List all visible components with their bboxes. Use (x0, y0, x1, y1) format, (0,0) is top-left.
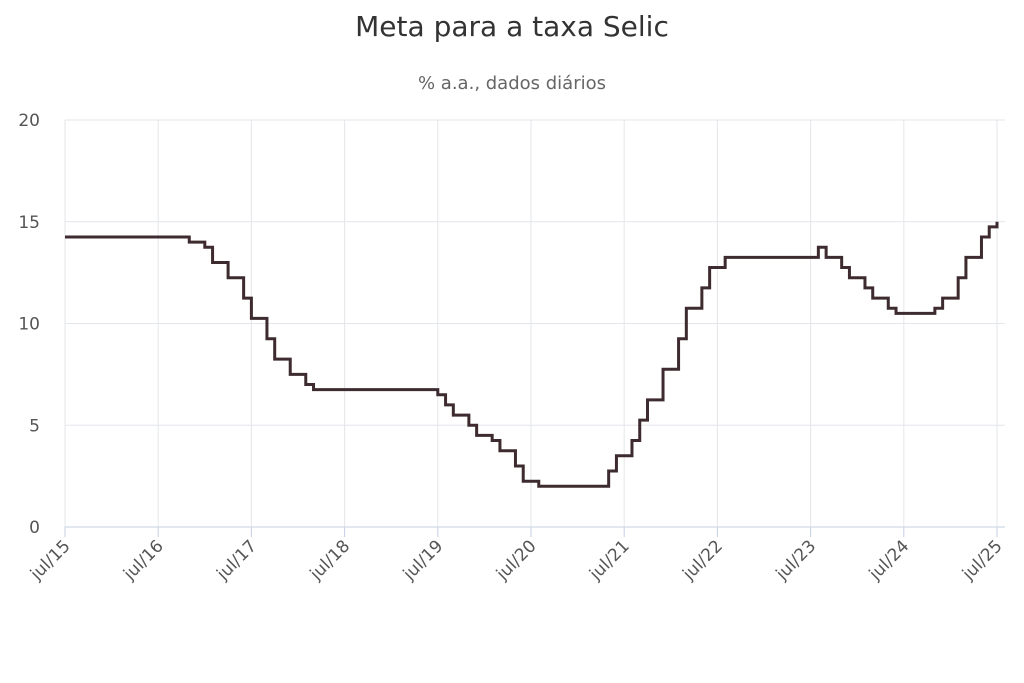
x-tick-label: jul/15 (26, 536, 75, 585)
y-tick-label: 20 (18, 111, 40, 131)
series-line-selic (65, 221, 999, 488)
x-tick-label: jul/16 (119, 536, 168, 585)
y-tick-label: 5 (29, 416, 40, 436)
x-tick-label: jul/23 (772, 536, 821, 585)
chart-title: Meta para a taxa Selic (355, 10, 669, 43)
x-tick-label: jul/19 (399, 536, 448, 585)
x-tick-label: jul/25 (958, 536, 1007, 585)
y-tick-label: 0 (29, 518, 40, 538)
y-axis-ticks: 0 5 10 15 20 (18, 111, 40, 538)
x-tick-label: jul/18 (306, 536, 355, 585)
x-axis-ticks: jul/15 jul/16 jul/17 jul/18 jul/19 jul/20 jul/… (26, 536, 1007, 585)
series-group (65, 221, 999, 488)
y-tick-label: 10 (18, 315, 40, 335)
y-tick-label: 15 (18, 213, 40, 233)
grid (64, 119, 1005, 537)
x-tick-label: jul/22 (678, 536, 727, 585)
x-tick-label: jul/24 (865, 536, 914, 585)
chart-subtitle: % a.a., dados diários (417, 73, 606, 94)
x-tick-label: jul/21 (585, 536, 634, 585)
x-tick-label: jul/20 (492, 536, 541, 585)
x-tick-label: jul/17 (212, 536, 261, 585)
